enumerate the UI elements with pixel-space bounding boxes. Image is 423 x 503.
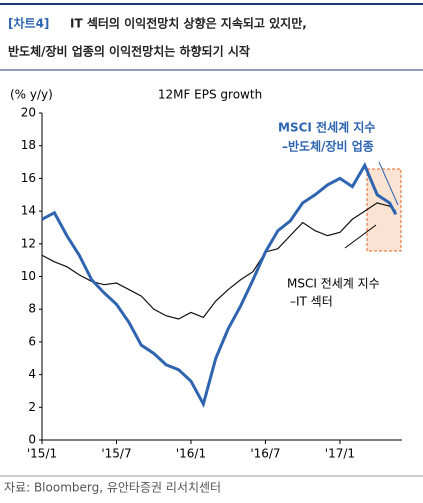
y-tick-label: 0 (28, 433, 36, 447)
x-tick-label: '15/1 (27, 447, 57, 461)
x-tick-label: '15/7 (101, 447, 131, 461)
y-tick-label: 14 (21, 204, 36, 218)
y-tick-label: 4 (28, 367, 36, 381)
x-tick-label: '16/1 (176, 447, 206, 461)
y-tick-label: 18 (21, 138, 36, 152)
annotation: MSCI 전세계 지수 (287, 277, 380, 291)
annotation: MSCI 전세계 지수 (278, 120, 375, 135)
header-line1: IT 섹터의 이익전망치 상향은 지속되고 있지만, (70, 16, 307, 31)
y-tick-label: 2 (28, 400, 36, 414)
y-tick-label: 16 (21, 171, 36, 185)
y-tick-label: 8 (28, 302, 36, 316)
y-tick-label: 6 (28, 334, 36, 348)
series-line (41, 161, 398, 409)
annotation: –반도체/장비 업종 (282, 139, 374, 154)
header-line2: 반도체/장비 업종의 이익전망치는 하향되기 시작 (8, 44, 250, 59)
y-tick-label: 10 (21, 269, 36, 283)
source: 자료: Bloomberg, 유안타증권 리서치센터 (4, 481, 221, 495)
y-tick-label: 20 (21, 106, 36, 120)
y-tick-label: 12 (21, 236, 36, 250)
chart-title: 12MF EPS growth (158, 88, 262, 102)
series-line (41, 202, 397, 320)
y-unit: (% y/y) (10, 88, 53, 102)
x-tick-label: '17/1 (325, 447, 355, 461)
arrow (378, 161, 399, 206)
header-tag: [차트4] (8, 16, 49, 31)
annotation: –IT 섹터 (290, 295, 333, 309)
arrow (344, 224, 377, 249)
x-tick-label: '16/7 (250, 447, 280, 461)
